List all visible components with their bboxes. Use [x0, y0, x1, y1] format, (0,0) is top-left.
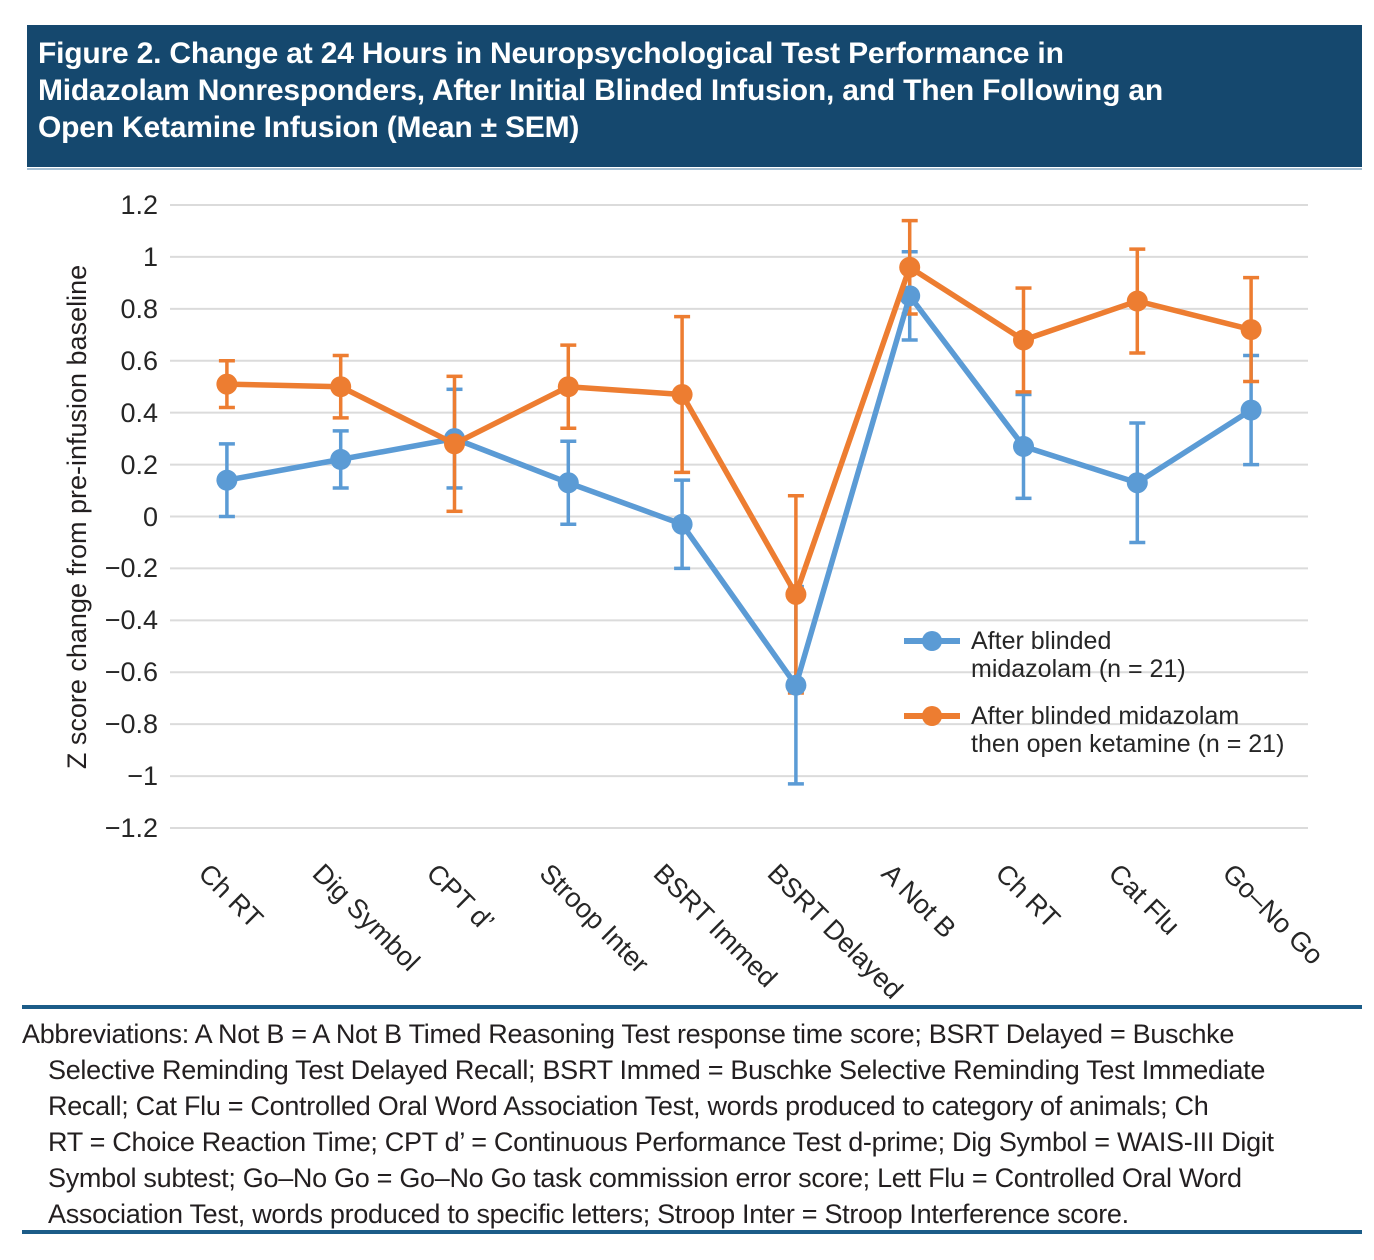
data-point [330, 448, 352, 470]
y-tick-label: 0.6 [120, 345, 158, 376]
legend-label-line: After blinded [971, 627, 1112, 655]
plot-svg [170, 204, 1308, 829]
y-tick-label: 0 [142, 501, 158, 532]
x-axis-label: Go–No Go [1216, 858, 1330, 971]
footnote-separator-bottom [22, 1230, 1362, 1234]
data-point [785, 583, 807, 605]
y-tick-label: 0.8 [120, 293, 158, 324]
footnote-line: Symbol subtest; Go–No Go = Go–No Go task… [48, 1163, 1242, 1193]
y-tick-label: 0.4 [120, 397, 158, 428]
footnote-line: Association Test, words produced to spec… [48, 1199, 1129, 1229]
legend-marker-orange-glyph [904, 706, 960, 726]
y-tick-label: 0.2 [120, 449, 158, 480]
legend-marker-blue [903, 627, 961, 655]
data-point [557, 472, 579, 494]
series-points-ketamine [216, 256, 1262, 605]
data-point [1240, 399, 1262, 421]
legend-label-line: then open ketamine (n = 21) [971, 730, 1285, 758]
y-tick-label: 1 [142, 241, 158, 272]
y-tick-label: −0.2 [104, 553, 158, 584]
footnote-line: Recall; Cat Flu = Controlled Oral Word A… [48, 1091, 1209, 1121]
y-tick-label: −1.2 [104, 813, 158, 843]
series-line-ketamine [226, 264, 1252, 598]
data-point [1013, 329, 1034, 351]
footnote-separator-top [22, 1005, 1362, 1009]
legend-entry-midazolam: After blinded midazolam (n = 21) [903, 627, 1186, 683]
y-tick-label: −0.8 [104, 709, 158, 740]
legend-marker-blue-glyph [904, 631, 960, 651]
title-band-underline [27, 168, 1362, 170]
data-point [216, 373, 238, 395]
data-point [444, 433, 465, 455]
error-bars-ketamine [218, 218, 1260, 695]
data-point [1013, 435, 1034, 457]
figure-title-band: Figure 2. Change at 24 Hours in Neuropsy… [27, 25, 1362, 167]
x-axis-label: CPT d’ [420, 858, 500, 938]
abbreviations-footnote: Abbreviations: A Not B = A Not B Timed R… [22, 1016, 1374, 1232]
legend-label-midazolam: After blinded midazolam (n = 21) [971, 627, 1186, 683]
data-point [557, 376, 579, 398]
footnote-line: Selective Reminding Test Delayed Recall;… [48, 1055, 1266, 1085]
legend-label-ketamine: After blinded midazolam then open ketami… [971, 702, 1284, 758]
footnote-line: RT = Choice Reaction Time; CPT d’ = Cont… [48, 1127, 1274, 1157]
chart-area: Z score change from pre-infusion baselin… [0, 180, 1374, 1010]
legend-marker-orange [903, 702, 961, 730]
data-point [216, 469, 238, 491]
x-axis-label: Dig Symbol [306, 858, 426, 977]
x-axis-label: Ch RT [989, 858, 1066, 935]
figure-title: Figure 2. Change at 24 Hours in Neuropsy… [38, 37, 1163, 144]
data-point [899, 256, 921, 278]
x-axis-label: Ch RT [192, 858, 269, 935]
series-line-midazolam [226, 293, 1253, 688]
x-axis-label: Stroop Inter [534, 858, 656, 979]
data-point [1126, 472, 1148, 494]
footnote-line: Abbreviations: A Not B = A Not B Timed R… [22, 1019, 1235, 1049]
series-points-midazolam [216, 285, 1262, 696]
legend-entry-ketamine: After blinded midazolam then open ketami… [903, 702, 1284, 758]
x-axis-label: A Not B [875, 858, 962, 944]
data-point [1126, 290, 1148, 312]
y-tick-label: −0.4 [104, 605, 158, 636]
data-point [330, 376, 352, 398]
data-point [671, 383, 693, 405]
y-tick-label: −1 [127, 761, 158, 792]
x-axis-label: Cat Flu [1103, 858, 1186, 941]
legend-label-line: midazolam (n = 21) [971, 655, 1186, 683]
data-point [785, 674, 807, 696]
y-tick-label: 1.2 [120, 190, 158, 220]
data-point [671, 513, 693, 535]
y-tick-label: −0.6 [104, 657, 158, 688]
legend-label-line: After blinded midazolam [971, 702, 1240, 730]
data-point [1240, 319, 1262, 341]
